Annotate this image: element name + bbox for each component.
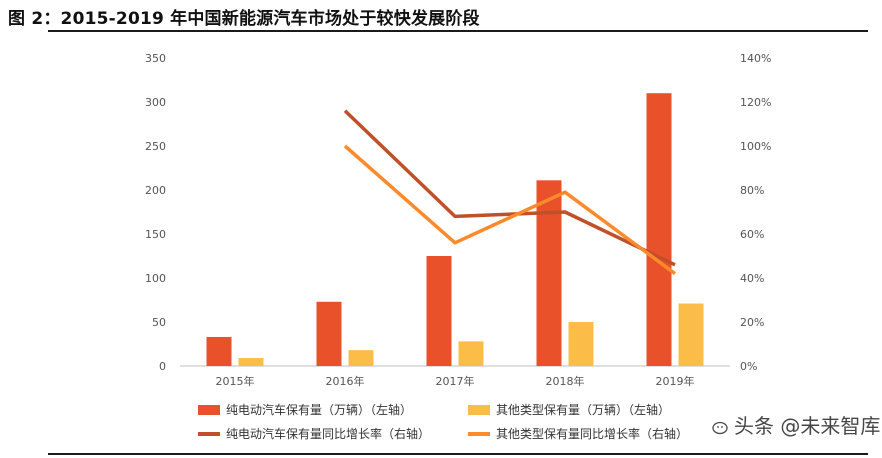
right-axis-tick-label: 20%: [740, 316, 764, 329]
legend-other-line-label: 其他类型保有量同比增长率（右轴）: [496, 426, 688, 441]
watermark-text: 头条 @未来智库: [734, 414, 881, 438]
right-axis-tick-label: 140%: [740, 52, 771, 65]
left-axis-tick-label: 150: [145, 228, 166, 241]
other-stock-bar: [678, 303, 704, 366]
legend-ev-bar-label: 纯电动汽车保有量（万辆）（左轴）: [226, 402, 412, 417]
ev-growth-line: [343, 109, 676, 267]
other-stock-bar: [348, 350, 374, 366]
other-stock-bar: [238, 358, 264, 366]
x-axis-tick-label: 2015年: [216, 374, 255, 388]
legend-ev-bar-swatch: [198, 405, 220, 415]
wechat-icon: [712, 421, 728, 434]
left-axis-tick-label: 300: [145, 96, 166, 109]
x-axis-tick-label: 2018年: [546, 374, 585, 388]
ev-stock-bar: [536, 180, 562, 366]
right-axis-tick-label: 60%: [740, 228, 764, 241]
top-rule: [48, 30, 868, 32]
ev-stock-bar: [316, 301, 342, 366]
chart-title: 图 2：2015-2019 年中国新能源汽车市场处于较快发展阶段: [8, 9, 480, 29]
right-axis-tick-label: 40%: [740, 272, 764, 285]
watermark: 头条 @未来智库: [712, 410, 880, 439]
ev-stock-bar: [206, 336, 232, 366]
x-axis-tick-label: 2019年: [656, 374, 695, 388]
left-axis-tick-label: 200: [145, 184, 166, 197]
ev-stock-bar: [646, 93, 672, 366]
right-axis-tick-label: 0%: [740, 360, 757, 373]
left-axis-tick-label: 50: [152, 316, 166, 329]
other-growth-line: [343, 144, 677, 276]
x-axis-tick-label: 2017年: [436, 374, 475, 388]
x-axis-tick-label: 2016年: [326, 374, 365, 388]
left-axis-tick-label: 250: [145, 140, 166, 153]
right-axis-tick-label: 120%: [740, 96, 771, 109]
legend-ev-line-label: 纯电动汽车保有量同比增长率（右轴）: [226, 426, 430, 441]
legend-other-bar-label: 其他类型保有量（万辆）（左轴）: [496, 402, 670, 417]
left-axis-tick-label: 100: [145, 272, 166, 285]
legend-other-bar-swatch: [468, 405, 490, 415]
left-axis-tick-label: 0: [159, 360, 166, 373]
right-axis-tick-label: 100%: [740, 140, 771, 153]
other-stock-bar: [458, 341, 484, 366]
left-axis-tick-label: 350: [145, 52, 166, 65]
bottom-rule: [48, 453, 868, 455]
ev-stock-bar: [426, 256, 452, 366]
other-stock-bar: [568, 322, 594, 366]
right-axis-tick-label: 80%: [740, 184, 764, 197]
